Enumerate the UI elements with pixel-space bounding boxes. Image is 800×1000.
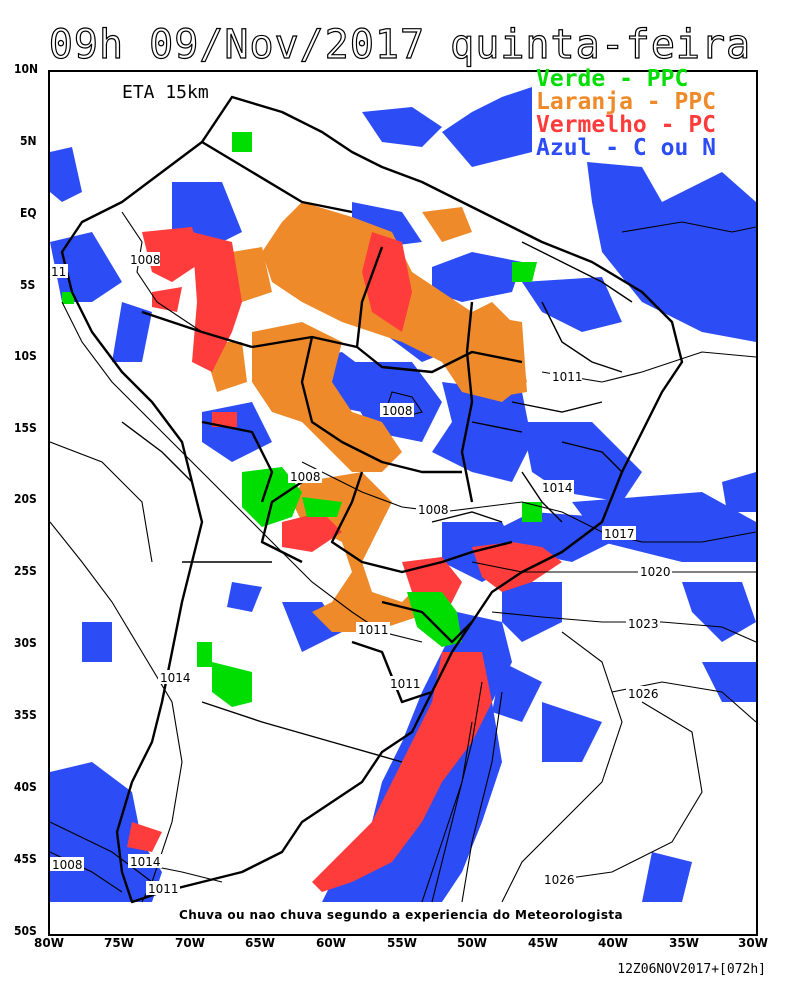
isobar-label: 1011: [148, 882, 179, 896]
isobar-label: 1008: [418, 503, 449, 517]
lat-label: 50S: [14, 924, 37, 938]
weather-map: 1008 11 1011 1008 1008 1008 1014 1017 10…: [50, 87, 756, 934]
lat-label: 20S: [14, 492, 37, 506]
lat-label: 35S: [14, 708, 37, 722]
isobar-label: 1023: [628, 617, 659, 631]
isobar-label: 1008: [290, 470, 321, 484]
map-frame: 1008 11 1011 1008 1008 1008 1014 1017 10…: [48, 70, 758, 936]
lon-label: 75W: [104, 936, 134, 950]
isobar-label: 1014: [160, 671, 191, 685]
isobar-label: 1017: [604, 527, 635, 541]
legend-red: Vermelho - PC: [536, 112, 717, 138]
lon-label: 45W: [528, 936, 558, 950]
political-borders: [60, 95, 684, 904]
isobar-label: 1011: [552, 370, 583, 384]
legend: Verde - PPC Laranja - PPC Vermelho - PC …: [536, 68, 716, 160]
isobar-label: 1020: [640, 565, 671, 579]
isobar-label: 11: [51, 265, 66, 279]
lat-label: 10N: [14, 62, 39, 76]
lon-label: 50W: [457, 936, 487, 950]
lat-label: EQ: [20, 206, 37, 220]
isobar-label: 1026: [544, 873, 575, 887]
green-precip-areas: [62, 132, 542, 707]
legend-blue: Azul - C ou N: [536, 135, 717, 161]
lon-label: 40W: [598, 936, 628, 950]
model-run-label: 12Z06NOV2017+[072h]: [617, 962, 766, 977]
model-label: ETA 15km: [120, 82, 211, 103]
legend-green: Verde - PPC: [536, 66, 689, 92]
isobar-label: 1008: [52, 858, 83, 872]
lon-label: 35W: [669, 936, 699, 950]
lat-label: 40S: [14, 780, 37, 794]
lon-label: 60W: [316, 936, 346, 950]
lon-label: 80W: [34, 936, 64, 950]
legend-orange: Laranja - PPC: [536, 89, 717, 115]
lat-label: 5S: [20, 278, 36, 292]
state-borders: [121, 241, 633, 763]
map-title: 09h 09/Nov/2017 quinta-feira: [48, 21, 752, 68]
isobar-label: 1014: [130, 855, 161, 869]
isobar-label: 1011: [390, 677, 421, 691]
isobar-label: 1008: [130, 253, 161, 267]
map-caption: Chuva ou nao chuva segundo a experiencia…: [179, 908, 623, 922]
lon-label: 65W: [245, 936, 275, 950]
lat-label: 5N: [20, 134, 37, 148]
isobar-label: 1026: [628, 687, 659, 701]
isobar-label: 1008: [382, 404, 413, 418]
lon-label: 70W: [175, 936, 205, 950]
lat-label: 15S: [14, 421, 37, 435]
lat-label: 30S: [14, 636, 37, 650]
lon-label: 30W: [738, 936, 768, 950]
lat-label: 25S: [14, 564, 37, 578]
lat-label: 45S: [14, 852, 37, 866]
isobar-label: 1011: [358, 623, 389, 637]
lat-label: 10S: [14, 349, 37, 363]
lon-label: 55W: [387, 936, 417, 950]
isobar-label: 1014: [542, 481, 573, 495]
isobar-labels: 1008 11 1011 1008 1008 1008 1014 1017 10…: [50, 252, 672, 896]
